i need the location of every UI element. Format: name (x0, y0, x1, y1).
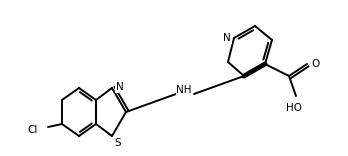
Text: Cl: Cl (27, 125, 38, 135)
Text: O: O (311, 59, 319, 69)
Text: N: N (116, 82, 124, 92)
Text: HO: HO (286, 103, 302, 113)
Text: N: N (223, 33, 231, 43)
Text: NH: NH (176, 85, 192, 95)
Text: S: S (114, 138, 121, 148)
